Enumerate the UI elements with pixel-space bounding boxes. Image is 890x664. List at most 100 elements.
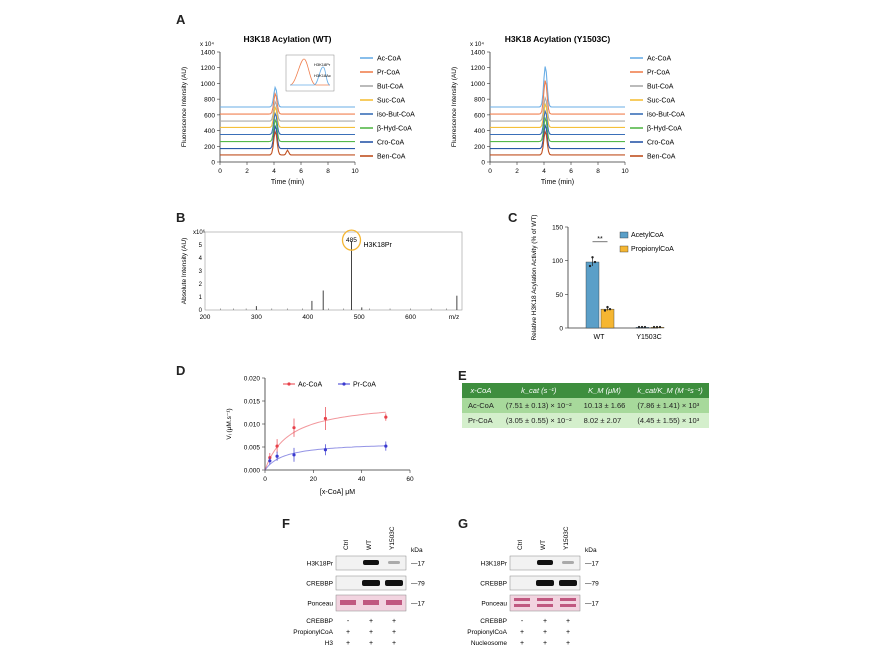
peak-label: 485 — [346, 237, 357, 244]
peak-annotation: H3K18Pr — [363, 242, 392, 249]
y-tick-label: 5 — [199, 243, 203, 249]
chromatogram-wt: H3K18 Acylation (WT) x 10⁴ 0 200 400 600 800 10… — [181, 34, 415, 186]
series-line — [490, 102, 625, 128]
x-axis-label: [x-CoA] μM — [320, 489, 355, 496]
legend-label: β-Hyd-CoA — [377, 126, 412, 133]
blot-band — [536, 580, 554, 586]
x-tick-label: 0 — [218, 168, 222, 175]
relative-activity-chart: 0 50 100 150 Relative H3K18 Acylation Activi… — [531, 215, 674, 341]
blot-row-label: Ponceau — [307, 601, 333, 608]
kinetics-plot: 0.000 0.005 0.010 0.015 0.020 0 20 40 60 [x-CoA] … — [226, 376, 414, 497]
panel-label-c: C — [508, 210, 518, 225]
legend-label: PropionylCoA — [631, 246, 674, 253]
series-line — [220, 124, 355, 150]
blot-band — [537, 560, 553, 565]
legend-label: Ben-CoA — [647, 154, 676, 161]
data-point — [643, 325, 647, 329]
y-axis-label: Fluorescence Intensity (AU) — [181, 67, 188, 147]
table-header: k_cat/K_M (M⁻¹s⁻¹) — [631, 383, 709, 398]
condition-value: + — [543, 618, 547, 625]
x-tick-label: WT — [594, 334, 606, 341]
series-line — [490, 129, 625, 156]
y-tick-label: 100 — [552, 258, 563, 265]
y-tick-label: 3 — [199, 269, 203, 275]
x-tick-label: 2 — [515, 168, 519, 175]
series-line — [490, 80, 625, 115]
condition-label: CREBBP — [480, 618, 507, 625]
y-tick-label: 1200 — [471, 65, 486, 72]
x-tick-label: 4 — [272, 168, 276, 175]
blot-band — [385, 580, 403, 586]
legend-label: But-CoA — [377, 84, 404, 91]
x-tick-label: 300 — [251, 314, 262, 321]
blot-band — [514, 604, 530, 607]
y-tick-label: 1200 — [201, 65, 216, 72]
data-point — [658, 325, 662, 329]
legend-label: But-CoA — [647, 84, 674, 91]
table-row: Pr-CoA (3.05 ± 0.55) × 10⁻² 8.02 ± 2.07 … — [462, 413, 709, 428]
y-axis-label: Fluorescence Intensity (AU) — [451, 67, 458, 147]
condition-value: - — [347, 618, 350, 625]
y-tick-label: 600 — [204, 112, 215, 119]
panel-label-g: G — [458, 516, 469, 531]
y-axis-label: Absolute Intensity (AU) — [181, 238, 188, 304]
series-line — [220, 111, 355, 136]
legend-label: Pr-CoA — [647, 70, 670, 77]
y-tick-label: 200 — [474, 144, 485, 151]
y-tick-label: 1000 — [201, 81, 216, 88]
legend-label: Pr-CoA — [377, 70, 400, 77]
y-tick-label: 800 — [204, 97, 215, 104]
y-tick-label: 0 — [481, 160, 485, 167]
y-tick-label: 200 — [204, 144, 215, 151]
x-tick-label: 40 — [358, 476, 366, 483]
series-line — [220, 117, 355, 143]
y-tick-label: 400 — [474, 128, 485, 135]
x-tick-label: 20 — [310, 476, 318, 483]
table-header: k_cat (s⁻¹) — [499, 383, 578, 398]
y-tick-label: 0 — [559, 326, 563, 333]
y-tick-label: 400 — [204, 128, 215, 135]
data-point — [268, 459, 272, 463]
kinetics-table: x-CoA k_cat (s⁻¹) K_M (μM) k_cat/K_M (M⁻… — [462, 383, 709, 428]
condition-value: + — [346, 640, 350, 647]
table-cell: (4.45 ± 1.55) × 10³ — [631, 413, 709, 428]
western-blot-h3: Ctrl WT Y1503C kDa H3K18Pr —17 CREBBP —79 Poncea… — [293, 526, 425, 647]
condition-value: + — [392, 640, 396, 647]
data-point — [275, 454, 279, 458]
table-cell: 8.02 ± 2.07 — [577, 413, 632, 428]
x-tick-label: 200 — [200, 314, 211, 321]
axis-exponent: x10⁶ — [193, 229, 206, 236]
blot-row-label: CREBBP — [480, 581, 507, 588]
condition-value: + — [543, 629, 547, 636]
legend-label: iso-But-CoA — [647, 112, 685, 119]
lane-label: Y1503C — [563, 526, 570, 550]
condition-value: + — [566, 640, 570, 647]
data-point — [292, 453, 296, 457]
series-line — [220, 129, 355, 156]
legend-label: Pr-CoA — [353, 382, 376, 389]
blot-row-label: Ponceau — [481, 601, 507, 608]
data-point — [588, 264, 592, 268]
table-row: Ac-CoA (7.51 ± 0.13) × 10⁻² 10.13 ± 1.66… — [462, 398, 709, 413]
series-line — [490, 109, 625, 136]
table-cell: Pr-CoA — [462, 413, 500, 428]
x-tick-label: 4 — [542, 168, 546, 175]
data-point — [603, 309, 607, 312]
legend-label: iso-But-CoA — [377, 112, 415, 119]
y-tick-label: 2 — [199, 282, 203, 288]
x-tick-label: 400 — [302, 314, 313, 321]
x-tick-label: 6 — [299, 168, 303, 175]
y-tick-label: 800 — [474, 97, 485, 104]
series-line — [490, 66, 625, 108]
marker-label: —17 — [411, 601, 425, 608]
series-line — [490, 95, 625, 122]
condition-value: + — [566, 629, 570, 636]
y-tick-label: 4 — [199, 256, 203, 262]
series-line — [220, 99, 355, 122]
data-point — [637, 325, 641, 329]
y-tick-label: 0.015 — [244, 399, 261, 406]
blot-band — [560, 604, 576, 607]
legend-swatch — [619, 231, 629, 239]
axis-exponent: x 10⁴ — [470, 41, 484, 48]
legend-label: Suc-CoA — [377, 98, 405, 105]
